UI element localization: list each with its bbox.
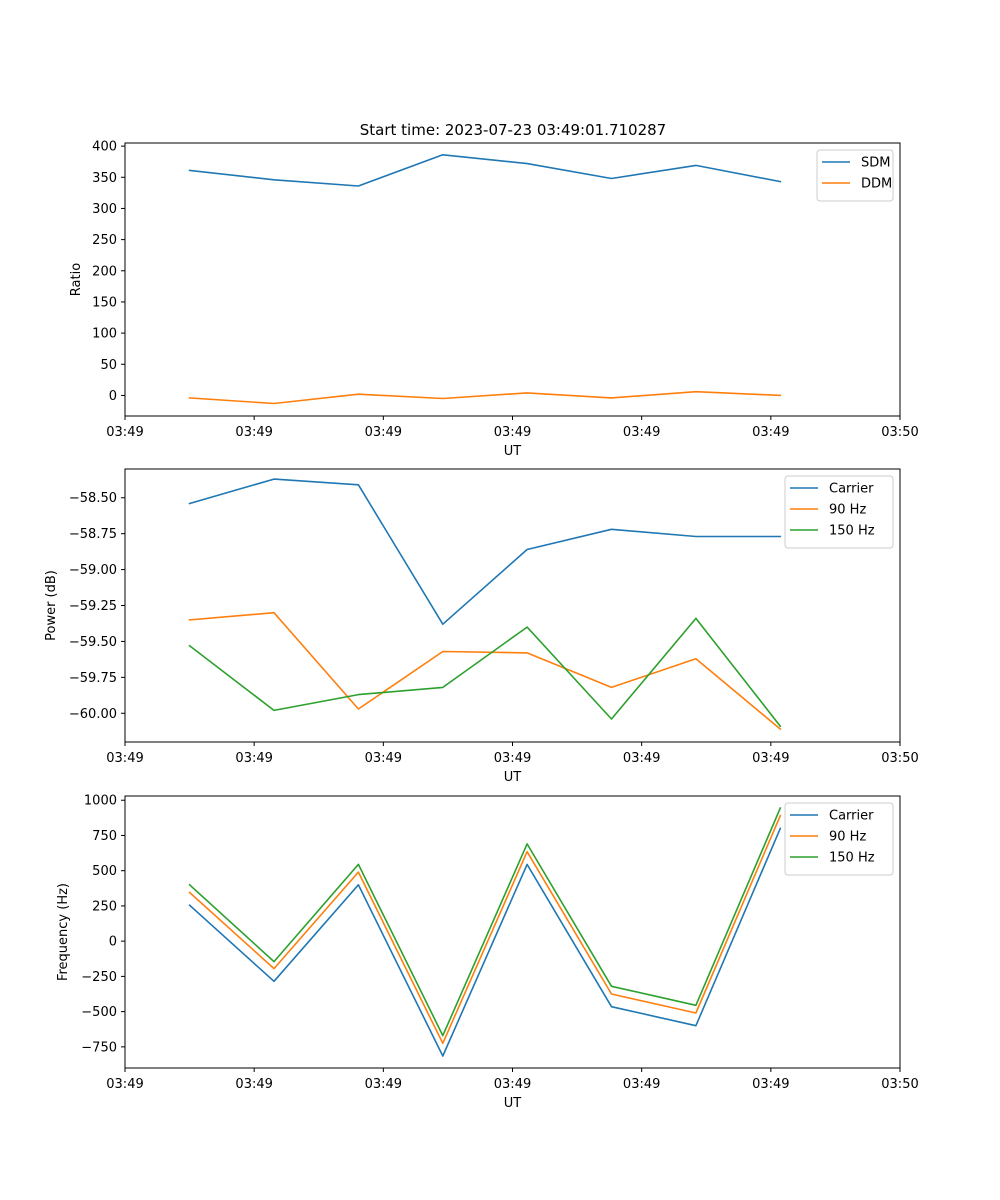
ratio-y-tick-label: 200 <box>92 264 117 279</box>
frequency-y-axis-label: Frequency (Hz) <box>56 883 71 981</box>
power-x-tick-label: 03:49 <box>365 751 402 766</box>
frequency-x-tick-label: 03:49 <box>623 1077 660 1092</box>
frequency-y-tick-label: 1000 <box>84 794 117 809</box>
power-x-tick-label: 03:49 <box>623 751 660 766</box>
frequency-panel: 03:49 03:49 03:49 03:49 03:49 03:49 03:50 −750 −… <box>56 794 919 1111</box>
frequency-series-carrier-line <box>188 827 782 1057</box>
ratio-panel: 03:49 03:49 03:49 03:49 03:49 03:49 03:50 0 50 10… <box>69 140 919 459</box>
power-y-tick-label: −60.00 <box>69 707 117 722</box>
frequency-series-150-hz-line <box>188 806 782 1037</box>
power-x-axis-label: UT <box>504 770 522 785</box>
power-legend: Carrier 90 Hz 150 Hz <box>784 475 894 549</box>
ratio-y-axis-label: Ratio <box>69 263 84 296</box>
power-y-tick-label: −59.50 <box>69 635 117 650</box>
power-y-axis-label: Power (dB) <box>44 570 59 641</box>
frequency-x-tick-label: 03:49 <box>752 1077 789 1092</box>
ratio-legend-label-ddm: DDM <box>861 177 892 192</box>
ratio-x-tick-label: 03:49 <box>752 425 789 440</box>
ratio-x-tick-label: 03:50 <box>881 425 918 440</box>
frequency-x-tick-label: 03:50 <box>881 1077 918 1092</box>
ratio-y-tick-label: 250 <box>92 233 117 248</box>
frequency-legend: Carrier 90 Hz 150 Hz <box>784 802 894 876</box>
power-panel: 03:49 03:49 03:49 03:49 03:49 03:49 03:50 −60.0… <box>44 468 919 785</box>
ratio-y-tick-label: 350 <box>92 171 117 186</box>
frequency-legend-label-carrier: Carrier <box>829 809 874 824</box>
ratio-y-tick-label: 150 <box>92 295 117 310</box>
frequency-y-tick-label: −500 <box>81 1005 117 1020</box>
ratio-x-tick-label: 03:49 <box>235 425 272 440</box>
ratio-x-tick-label: 03:49 <box>623 425 660 440</box>
power-y-tick-label: −59.75 <box>69 671 117 686</box>
ratio-legend: SDM DDM <box>816 149 894 202</box>
ratio-y-tick-label: 50 <box>100 358 117 373</box>
power-series-carrier-line <box>188 478 782 626</box>
frequency-y-tick-label: 750 <box>92 829 117 844</box>
power-y-tick-label: −58.50 <box>69 491 117 506</box>
ratio-x-tick-label: 03:49 <box>365 425 402 440</box>
power-y-tick-label: −58.75 <box>69 527 117 542</box>
frequency-x-tick-label: 03:49 <box>494 1077 531 1092</box>
frequency-x-axis-label: UT <box>504 1096 522 1111</box>
frequency-y-tick-label: 250 <box>92 899 117 914</box>
frequency-series-90-hz-line <box>188 814 782 1045</box>
frequency-x-tick-label: 03:49 <box>365 1077 402 1092</box>
power-legend-label-150-hz: 150 Hz <box>829 524 875 539</box>
power-series-90-hz-line <box>188 611 782 731</box>
power-series-150-hz-line <box>188 617 782 728</box>
ratio-y-tick-label: 300 <box>92 202 117 217</box>
frequency-legend-label-90-hz: 90 Hz <box>829 830 866 845</box>
ratio-y-tick-label: 0 <box>109 389 117 404</box>
power-y-tick-label: −59.25 <box>69 599 117 614</box>
power-x-tick-label: 03:49 <box>494 751 531 766</box>
power-y-tick-label: −59.00 <box>69 563 117 578</box>
ratio-series-sdm-line <box>188 154 782 187</box>
frequency-x-tick-label: 03:49 <box>106 1077 143 1092</box>
ratio-y-tick-label: 400 <box>92 140 117 155</box>
frequency-y-tick-label: 0 <box>109 935 117 950</box>
power-x-tick-label: 03:50 <box>881 751 918 766</box>
power-legend-label-carrier: Carrier <box>829 482 874 497</box>
frequency-y-tick-label: 500 <box>92 864 117 879</box>
chart-title: Start time: 2023-07-23 03:49:01.710287 <box>360 121 666 139</box>
power-x-tick-label: 03:49 <box>235 751 272 766</box>
ratio-x-tick-label: 03:49 <box>494 425 531 440</box>
power-x-tick-label: 03:49 <box>752 751 789 766</box>
ratio-y-tick-label: 100 <box>92 327 117 342</box>
power-x-tick-label: 03:49 <box>106 751 143 766</box>
ratio-series-ddm-line <box>188 390 782 405</box>
frequency-legend-label-150-hz: 150 Hz <box>829 851 875 866</box>
power-legend-label-90-hz: 90 Hz <box>829 503 866 518</box>
ratio-x-tick-label: 03:49 <box>106 425 143 440</box>
frequency-y-tick-label: −250 <box>81 970 117 985</box>
frequency-y-tick-label: −750 <box>81 1040 117 1055</box>
frequency-x-tick-label: 03:49 <box>235 1077 272 1092</box>
ratio-x-axis-label: UT <box>504 444 522 459</box>
ratio-legend-label-sdm: SDM <box>861 156 890 171</box>
